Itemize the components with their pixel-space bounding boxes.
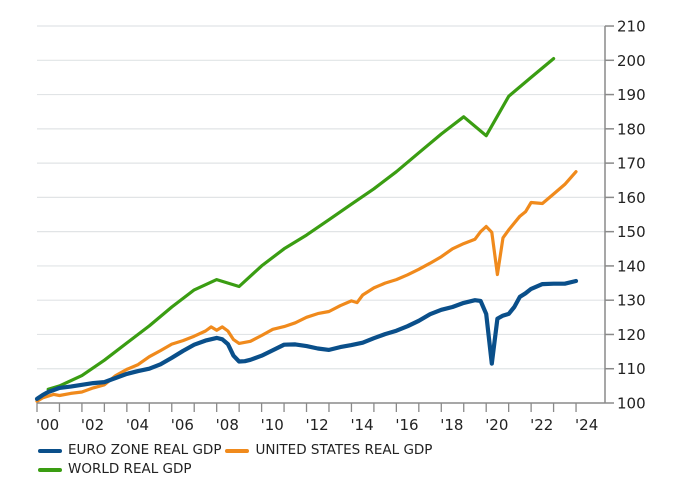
legend-item-euro-zone: EURO ZONE REAL GDP	[38, 441, 221, 460]
y-axis-ticks: 100 110 120 130 140 150 160 170 180 190 200 210	[605, 18, 646, 413]
series-line-euro-zone-real-gdp	[34, 278, 579, 401]
axes	[37, 26, 606, 404]
x-tick-label-2006: '06	[171, 416, 194, 434]
legend-swatch-united-states	[225, 448, 250, 453]
legend: EURO ZONE REAL GDP UNITED STATES REAL GD…	[38, 441, 598, 479]
x-tick-label-2010: '10	[261, 416, 284, 434]
y-tick-label-170: 170	[617, 155, 646, 173]
legend-swatch-world	[38, 467, 62, 472]
series-lines	[34, 57, 579, 403]
x-tick-label-2012: '12	[306, 416, 329, 434]
y-tick-label-110: 110	[617, 360, 646, 378]
legend-label-euro-zone: EURO ZONE REAL GDP	[68, 442, 222, 458]
x-tick-label-2002: '02	[81, 416, 104, 434]
x-tick-label-2022: '22	[530, 416, 553, 434]
series-line-united-states-real-gdp	[35, 170, 578, 403]
y-tick-label-140: 140	[617, 257, 646, 275]
legend-item-world: WORLD REAL GDP	[38, 460, 192, 479]
y-tick-label-190: 190	[617, 86, 646, 104]
legend-item-united-states: UNITED STATES REAL GDP	[225, 441, 432, 460]
legend-label-united-states: UNITED STATES REAL GDP	[255, 442, 433, 458]
series-line-world-real-gdp	[46, 57, 556, 391]
x-tick-label-2016: '16	[395, 416, 418, 434]
gdp-line-chart: 100 110 120 130 140 150 160 170 180 190 200 210 '00…	[34, 18, 646, 434]
legend-label-world: WORLD REAL GDP	[68, 461, 192, 477]
y-tick-label-210: 210	[617, 18, 646, 36]
y-tick-label-180: 180	[617, 120, 646, 138]
gridlines	[37, 25, 605, 370]
y-tick-label-200: 200	[617, 52, 646, 70]
legend-swatch-euro-zone	[38, 448, 62, 453]
x-axis-ticks: '00 '02 '04 '06 '08 '10 '12 '14 '16 '18 '20 '22 '24	[36, 403, 598, 434]
x-tick-label-2004: '04	[126, 416, 149, 434]
x-tick-label-2020: '20	[485, 416, 508, 434]
x-tick-label-2008: '08	[216, 416, 239, 434]
y-tick-label-130: 130	[617, 292, 646, 310]
y-tick-label-100: 100	[617, 395, 646, 413]
x-tick-label-2024: '24	[575, 416, 598, 434]
x-tick-label-2000: '00	[36, 416, 59, 434]
x-tick-label-2018: '18	[440, 416, 463, 434]
y-tick-label-160: 160	[617, 189, 646, 207]
y-tick-label-120: 120	[617, 326, 646, 344]
y-tick-label-150: 150	[617, 223, 646, 241]
x-tick-label-2014: '14	[350, 416, 373, 434]
